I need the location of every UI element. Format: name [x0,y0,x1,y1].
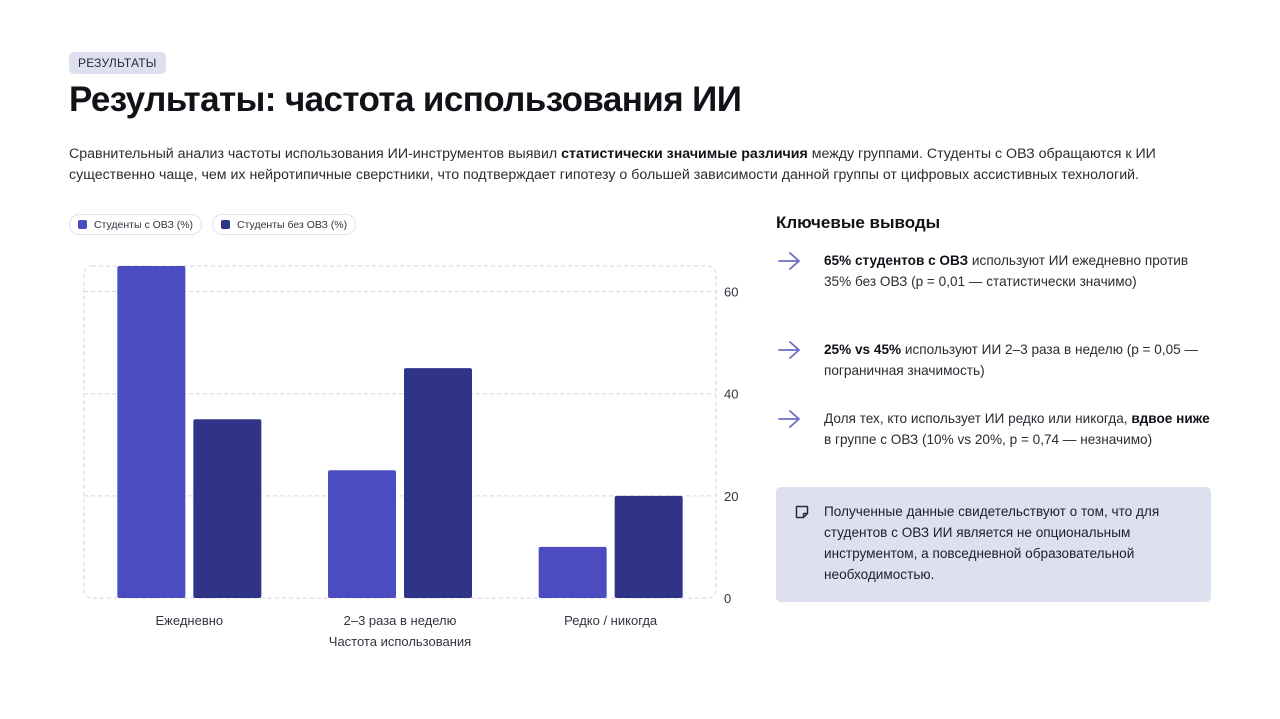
x-tick-label: Ежедневно [156,613,224,628]
conclusion-note: Полученные данные свидетельствуют о том,… [776,487,1211,602]
intro-text-start: Сравнительный анализ частоты использован… [69,146,562,162]
bar-ovz [117,266,186,598]
intro-paragraph: Сравнительный анализ частоты использован… [69,144,1219,186]
x-axis-label: Частота использования [329,634,471,649]
legend-label-no-ovz: Студенты без ОВЗ (%) [237,218,348,231]
finding-text-2: 25% vs 45% используют ИИ 2–3 раза в неде… [824,339,1216,381]
legend-swatch-no-ovz [221,220,231,229]
legend-label-ovz: Студенты с ОВЗ (%) [94,218,194,231]
arrow-right-icon [776,408,824,450]
bar-chart: 0 20 40 60 Ежедневно 2–3 раза в неделю Редко /… [83,265,738,649]
sticky-note-icon [794,501,824,602]
intro-text-end: между группами. Студенты с ОВЗ обращаютс… [69,146,1156,183]
section-badge: РЕЗУЛЬТАТЫ [69,52,166,74]
finding-bold-1: 65% студентов с ОВЗ [824,253,969,268]
chart-frame [83,265,717,599]
y-tick-label: 20 [724,489,738,504]
finding-rest-3: в группе с ОВЗ (10% vs 20%, p = 0,74 — н… [824,432,1153,447]
legend-item-ovz[interactable]: Студенты с ОВЗ (%) [69,214,203,235]
finding-bold-2: 25% vs 45% [824,342,902,357]
bar-no-ovz [404,368,472,598]
x-tick-label: Редко / никогда [564,613,658,628]
findings-title: Ключевые выводы [776,213,941,232]
arrow-right-icon [776,250,824,292]
finding-item-3: Доля тех, кто использует ИИ редко или ни… [776,408,1216,450]
finding-text-3: Доля тех, кто использует ИИ редко или ни… [824,408,1216,450]
y-tick-label: 60 [724,285,738,300]
finding-pre-3: Доля тех, кто использует ИИ редко или ни… [824,411,1132,426]
page-title: Результаты: частота использования ИИ [69,80,742,119]
finding-text-1: 65% студентов с ОВЗ используют ИИ ежедне… [824,250,1216,292]
legend-swatch-ovz [78,220,87,229]
arrow-right-icon [776,339,824,381]
finding-bold-3: вдвое ниже [1131,411,1210,426]
bar-ovz [328,470,396,598]
y-tick-label: 40 [724,387,738,402]
x-tick-label: 2–3 раза в неделю [344,613,457,628]
note-text: Полученные данные свидетельствуют о том,… [824,504,1160,582]
finding-item-1: 65% студентов с ОВЗ используют ИИ ежедне… [776,250,1216,292]
finding-rest-2: используют ИИ 2–3 раза в неделю (p = 0,0… [824,342,1199,378]
finding-item-2: 25% vs 45% используют ИИ 2–3 раза в неде… [776,339,1216,381]
bar-no-ovz [614,495,683,598]
legend-item-no-ovz[interactable]: Студенты без ОВЗ (%) [212,214,357,235]
bar-ovz [538,546,607,598]
y-tick-label: 0 [724,591,731,606]
intro-text-bold: статистически значимые различия [561,146,808,162]
chart-legend: Студенты с ОВЗ (%) Студенты без ОВЗ (%) [69,214,357,235]
bar-no-ovz [193,419,262,598]
finding-rest-1: используют ИИ ежедневно против 35% без О… [824,253,1189,289]
